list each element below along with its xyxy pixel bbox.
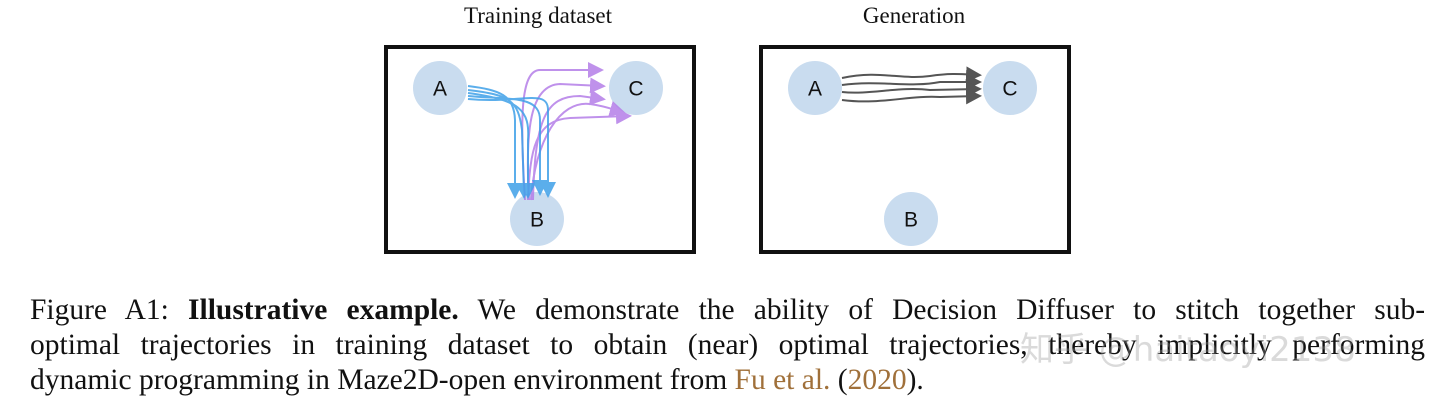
citation-link[interactable]: Fu et al. — [734, 364, 831, 396]
node-b-label: B — [530, 209, 544, 232]
figure-diagrams: A B C A B C — [384, 45, 1071, 254]
node-c-label: C — [1002, 78, 1017, 101]
caption-label: Figure A1: — [30, 294, 169, 326]
generated-trajectories — [841, 66, 982, 105]
node-c — [983, 61, 1037, 115]
node-b — [884, 192, 938, 246]
generation-panel: A B C — [759, 45, 1071, 254]
caption-bold: Illustrative example. — [188, 294, 459, 326]
citation-year-link[interactable]: 2020 — [847, 364, 907, 396]
node-b — [510, 192, 564, 246]
node-c-label: C — [628, 78, 643, 101]
paren: ). — [906, 364, 924, 396]
maze-border — [384, 45, 696, 254]
caption-text: dynamic programming in Maze2D-open envir… — [30, 364, 728, 396]
figure-caption: Figure A1: Illustrative example. We demo… — [30, 293, 1425, 398]
node-a-label: A — [433, 78, 447, 101]
node-a — [413, 61, 467, 115]
caption-text: We demonstrate the ability of Decision D… — [477, 294, 1426, 326]
node-a — [788, 61, 842, 115]
caption-text: optimal trajectories in training dataset… — [30, 329, 1425, 361]
training-panel: A B C — [384, 45, 696, 254]
paren: ( — [837, 364, 848, 396]
panel-title-generation: Generation — [862, 3, 966, 28]
node-b-label: B — [904, 209, 918, 232]
watermark: 知乎 @haitaoyi2138 — [1020, 330, 1356, 370]
blue-trajectories — [467, 85, 556, 199]
node-a-label: A — [808, 78, 822, 101]
maze-border — [759, 45, 1071, 254]
panel-title-training: Training dataset — [464, 3, 612, 28]
